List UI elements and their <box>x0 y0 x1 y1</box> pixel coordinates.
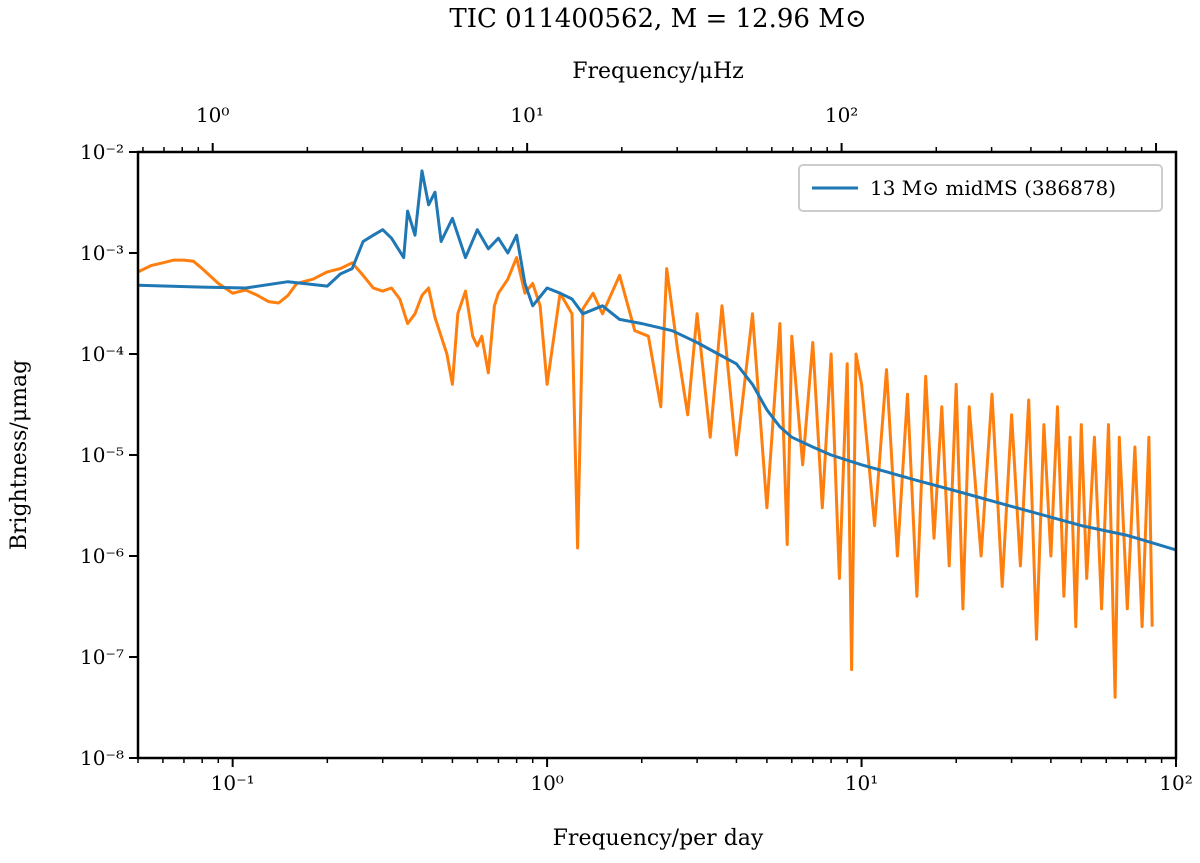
top-x-tick-label: 10⁰ <box>196 103 229 127</box>
top-x-axis-label: Frequency/μHz <box>572 59 743 84</box>
top-x-tick-label: 10² <box>825 103 858 127</box>
x-tick-label: 10¹ <box>845 771 878 795</box>
y-tick-label: 10⁻⁶ <box>80 544 124 568</box>
series-layer <box>138 169 1176 699</box>
y-tick-label: 10⁻² <box>80 140 124 164</box>
chart-title: TIC 011400562, M = 12.96 M⊙ <box>449 4 866 34</box>
x-tick-label: 10⁻¹ <box>211 771 255 795</box>
x-tick-label: 10² <box>1159 771 1192 795</box>
y-tick-label: 10⁻⁸ <box>80 746 124 770</box>
top-x-tick-label: 10¹ <box>510 103 543 127</box>
legend-entry-label: 13 M⊙ midMS (386878) <box>870 176 1116 200</box>
series-line-1 <box>138 256 1154 699</box>
ticks-layer: 10⁻¹ 10⁰ 10¹ 10² 10⁰ 10¹ 10² 10⁻⁸ 10⁻⁷ 10⁻⁶ 10⁻⁵ 10… <box>80 103 1193 795</box>
y-tick-label: 10⁻⁷ <box>80 645 124 669</box>
legend-box <box>798 164 1163 212</box>
x-tick-label: 10⁰ <box>530 771 563 795</box>
y-tick-label: 10⁻⁴ <box>80 342 124 366</box>
series-line-0 <box>138 169 1176 552</box>
y-tick-label: 10⁻⁵ <box>80 443 124 467</box>
y-tick-label: 10⁻³ <box>80 241 124 265</box>
x-axis-label: Frequency/per day <box>553 826 764 851</box>
legend: 13 M⊙ midMS (386878) <box>798 164 1163 212</box>
y-axis-label: Brightness/μmag <box>7 360 32 550</box>
plot-frame <box>136 150 1178 760</box>
